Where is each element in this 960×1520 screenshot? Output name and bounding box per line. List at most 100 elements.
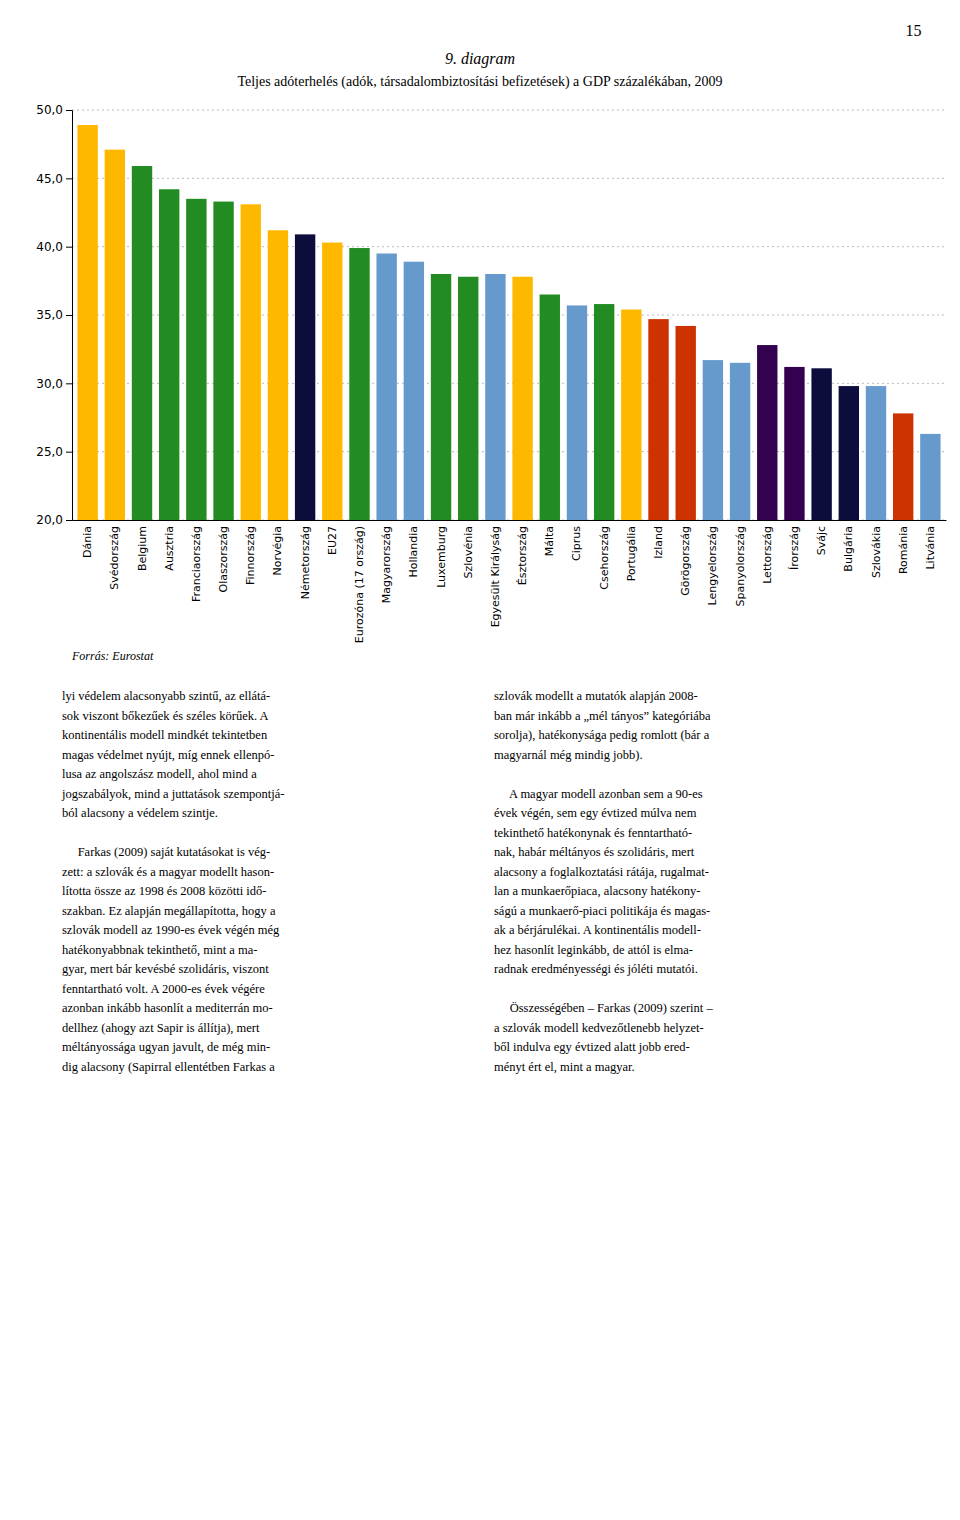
body-column: lyi védelem alacsonyabb szintű, az ellát… (61, 689, 285, 1074)
page: 159. diagramTeljes adóterhelés (adók, tá… (0, 0, 960, 1520)
x-tick: Litvánia (924, 526, 937, 570)
x-tick-label: Portugália (625, 526, 638, 581)
x-tick-label: Görögország (679, 526, 692, 596)
x-tick: Olaszország (217, 526, 230, 592)
body-line: alacsony a foglalkoztatási rátája, rugal… (494, 865, 709, 879)
x-tick: Málta (543, 526, 556, 556)
x-tick-label: Románia (897, 526, 910, 574)
body-line: magyarnál még mindig jobb). (494, 748, 643, 762)
body-line: méltányossága ugyan javult, de még min- (62, 1040, 270, 1054)
body-line: dellhez (ahogy azt Sapir is állítja), me… (62, 1021, 260, 1035)
body-line: évek végén, sem egy évtized múlva nem (494, 806, 697, 820)
x-tick-label: Olaszország (217, 526, 230, 592)
bar (893, 413, 913, 520)
body-line: szakban. Ez alapján megállapította, hogy… (62, 904, 276, 918)
x-tick-label: Magyarország (380, 526, 393, 603)
bar (458, 277, 478, 520)
bar (159, 189, 179, 520)
grid (72, 110, 946, 520)
y-tick: 25,0 (36, 445, 72, 459)
x-tick-label: Izland (652, 526, 665, 559)
source: Forrás: Eurostat (71, 649, 154, 663)
x-tick: Svájc (815, 526, 828, 555)
body-line: lan a munkaerőpiaca, alacsony hatékony- (494, 884, 701, 898)
y-tick-label: 40,0 (36, 240, 63, 254)
x-tick: Franciaország (190, 526, 203, 602)
bar (404, 262, 424, 520)
x-tick-label: Svédország (108, 526, 121, 590)
x-tick: Románia (897, 526, 910, 574)
body-line: hez hasonlít leginkább, de attól is elma… (494, 943, 693, 957)
bar (730, 363, 750, 520)
x-tick-label: Csehország (598, 526, 611, 590)
body-line: magas védelmet nyújt, míg ennek ellenpó- (62, 748, 274, 762)
bar (105, 150, 125, 520)
y-tick: 35,0 (36, 308, 72, 322)
bar (920, 434, 940, 520)
y-tick: 30,0 (36, 377, 72, 391)
x-tick-label: Eurozóna (17 ország) (353, 526, 366, 643)
body-line: hatékonyabbnak tekinthető, mint a ma- (62, 943, 257, 957)
x-tick: Belgium (136, 526, 149, 571)
subtitle: Teljes adóterhelés (adók, társadalombizt… (237, 74, 722, 90)
body-line: ak a bérjárulékai. A kontinentális model… (494, 923, 701, 937)
x-tick-label: Szlovénia (462, 526, 475, 579)
body-line: radnak eredményességi és jóléti mutatói. (494, 962, 698, 976)
bar (295, 234, 315, 520)
y-axis: 20,025,030,035,040,045,050,0 (36, 103, 72, 527)
x-tick-label: Bulgária (842, 526, 855, 572)
page-number: 15 (906, 22, 922, 39)
x-tick-label: Finnország (244, 526, 257, 585)
y-tick: 45,0 (36, 172, 72, 186)
body-line: fenntartható volt. A 2000-es évek végére (62, 982, 265, 996)
body-line: azonban inkább hasonlít a mediterrán mo- (62, 1001, 273, 1015)
body-line: zett: a szlovák és a magyar modellt haso… (62, 865, 274, 879)
bar (784, 367, 804, 520)
body-line: nak, habár méltányos és szolidáris, mert (494, 845, 695, 859)
body-line: tekinthető hatékonynak és fenntartható- (494, 826, 692, 840)
bar (540, 295, 560, 521)
y-tick-mark (66, 110, 72, 111)
x-tick-label: Ciprus (570, 526, 583, 561)
y-tick-label: 25,0 (36, 445, 63, 459)
body-column: szlovák modellt a mutatók alapján 2008-b… (494, 689, 713, 1074)
x-tick-label: Ausztria (163, 526, 176, 571)
bar (132, 166, 152, 520)
y-tick-mark (66, 315, 72, 316)
x-axis-line (73, 520, 947, 521)
y-tick-mark (66, 178, 72, 179)
x-tick: Magyarország (380, 526, 393, 603)
x-tick-label: Lengyelország (706, 526, 719, 605)
y-tick-mark (66, 383, 72, 384)
body-line: kontinentális modell mindkét tekintetben (62, 728, 268, 742)
bar (268, 230, 288, 520)
bar (567, 305, 587, 520)
x-tick: Csehország (598, 526, 611, 590)
y-tick-label: 50,0 (36, 103, 63, 117)
bar (431, 274, 451, 520)
x-tick-label: Franciaország (190, 526, 203, 602)
x-tick: Izland (652, 526, 665, 559)
grid-line (72, 178, 946, 179)
body-line: ban már inkább a „mél tányos” kategóriáb… (494, 709, 711, 723)
bar (512, 277, 532, 520)
bar (839, 386, 859, 520)
body-line: lyi védelem alacsonyabb szintű, az ellát… (62, 689, 270, 703)
body-line: ményt ért el, mint a magyar. (494, 1060, 635, 1074)
body-line: szlovák modell az 1990-es évek végén még (62, 923, 280, 937)
x-tick: Hollandia (407, 526, 420, 578)
body-line: gyar, mert bár kevésbé szolidáris, viszo… (62, 962, 269, 976)
x-tick-label: Egyesült Királyság (489, 526, 502, 627)
body-line: jogszabályok, mind a juttatások szempont… (61, 787, 285, 801)
x-tick-label: Norvégia (271, 526, 284, 576)
x-tick: Görögország (679, 526, 692, 596)
x-tick: Szlovénia (462, 526, 475, 579)
x-tick-label: Szlovákia (870, 526, 883, 578)
bar (866, 386, 886, 520)
x-axis: DániaSvédországBelgiumAusztriaFranciaors… (73, 521, 947, 644)
bar (621, 310, 641, 520)
bar (349, 248, 369, 520)
x-tick: Bulgária (842, 526, 855, 572)
x-tick: Egyesült Királyság (489, 526, 502, 627)
x-tick-label: Németország (299, 526, 312, 599)
